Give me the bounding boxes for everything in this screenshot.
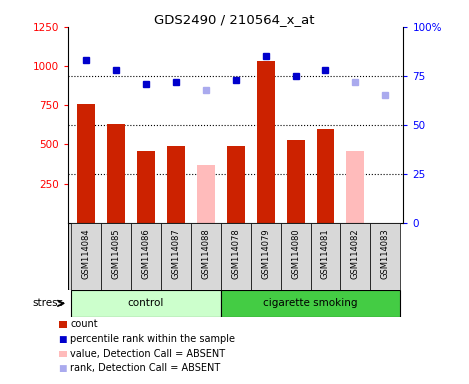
Text: percentile rank within the sample: percentile rank within the sample: [70, 334, 235, 344]
Bar: [347, 151, 364, 223]
Text: stress: stress: [32, 298, 63, 308]
Text: GSM114087: GSM114087: [171, 228, 180, 279]
Bar: [71, 290, 221, 317]
Bar: [221, 223, 250, 290]
Bar: [101, 223, 131, 290]
Bar: [107, 124, 125, 223]
Text: GSM114079: GSM114079: [261, 228, 270, 279]
Bar: [280, 223, 310, 290]
Text: GSM114084: GSM114084: [82, 228, 91, 279]
Text: GSM114086: GSM114086: [141, 228, 151, 279]
Bar: [161, 223, 191, 290]
Text: control: control: [128, 298, 164, 308]
Text: GSM114088: GSM114088: [201, 228, 210, 279]
Text: ■: ■: [59, 334, 67, 344]
Text: GSM114083: GSM114083: [381, 228, 390, 279]
Bar: [221, 290, 401, 317]
Bar: [137, 151, 155, 223]
Bar: [287, 140, 304, 223]
Text: cigarette smoking: cigarette smoking: [263, 298, 358, 308]
Bar: [310, 223, 340, 290]
Bar: [317, 129, 334, 223]
Text: GSM114081: GSM114081: [321, 228, 330, 279]
Text: count: count: [70, 319, 98, 329]
Bar: [71, 223, 101, 290]
Bar: [227, 146, 245, 223]
Text: GSM114082: GSM114082: [351, 228, 360, 279]
Text: ■: ■: [59, 364, 67, 373]
Bar: [77, 104, 95, 223]
Text: value, Detection Call = ABSENT: value, Detection Call = ABSENT: [70, 349, 226, 359]
Bar: [197, 165, 215, 223]
Bar: [257, 61, 274, 223]
Text: rank, Detection Call = ABSENT: rank, Detection Call = ABSENT: [70, 363, 220, 373]
Bar: [131, 223, 161, 290]
Bar: [191, 223, 221, 290]
Bar: [340, 223, 371, 290]
Text: GSM114080: GSM114080: [291, 228, 300, 279]
Text: GSM114085: GSM114085: [112, 228, 121, 279]
Text: GDS2490 / 210564_x_at: GDS2490 / 210564_x_at: [154, 13, 315, 26]
Bar: [250, 223, 280, 290]
Bar: [371, 223, 401, 290]
Bar: [167, 146, 185, 223]
Text: GSM114078: GSM114078: [231, 228, 240, 279]
